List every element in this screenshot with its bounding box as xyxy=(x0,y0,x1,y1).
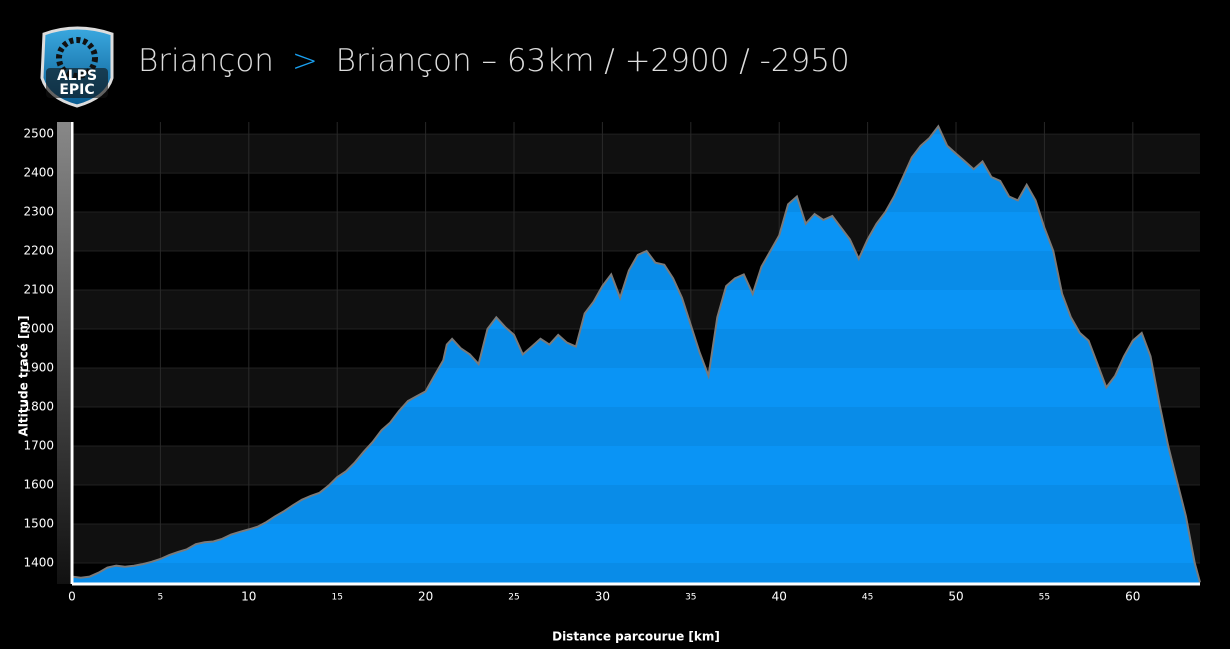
title-part: Briançon – 63km / +2900 / -2950 xyxy=(336,43,850,79)
x-axis-label: Distance parcourue [km] xyxy=(552,630,720,644)
x-tick-label: 50 xyxy=(948,590,963,604)
area-shade xyxy=(72,562,1200,584)
area xyxy=(72,126,1200,585)
y-tick-label: 2200 xyxy=(23,244,54,258)
x-tick-label: 20 xyxy=(418,590,433,604)
y-tick-label: 2100 xyxy=(23,283,54,297)
line xyxy=(71,124,1201,583)
plot-area: 1400 1500 1600 1700 1800 1900 2000 2100 2200 2300… xyxy=(23,122,1201,604)
x-tick-label: 30 xyxy=(595,590,610,604)
area-shade xyxy=(72,484,1200,524)
y-tick-label: 2400 xyxy=(23,166,54,180)
y-tick-label: 1400 xyxy=(23,555,54,569)
x-tick-label: 40 xyxy=(772,590,787,604)
band xyxy=(72,134,1200,174)
y-tick-label: 1700 xyxy=(23,438,54,452)
y-tick-label: 1800 xyxy=(23,399,54,413)
band xyxy=(72,122,1200,135)
x-tick-label: 15 xyxy=(331,593,342,603)
y-axis-label: Altitude tracé [m] xyxy=(17,315,31,436)
x-tick-label: 5 xyxy=(158,593,164,603)
logo: ALPS EPIC xyxy=(40,26,114,108)
title-part: > xyxy=(292,43,318,79)
x-tick-label: 60 xyxy=(1125,590,1140,604)
y-tick-label: 1900 xyxy=(23,361,54,375)
area-shade xyxy=(72,406,1200,446)
y-tick-label: 2000 xyxy=(23,322,54,336)
y-tick-label: 2300 xyxy=(23,205,54,219)
area-shade xyxy=(72,329,1200,369)
x-tick-label: 25 xyxy=(508,593,519,603)
y-axis-bar xyxy=(57,122,70,584)
area-shade xyxy=(72,173,1200,213)
y-tick-label: 1600 xyxy=(23,477,54,491)
logo-text: EPIC xyxy=(59,82,94,98)
x-tick-label: 45 xyxy=(862,593,873,603)
x-tick-label: 35 xyxy=(685,593,696,603)
title-part: Briançon xyxy=(138,43,274,79)
chart-title: Briançon > Briançon – 63km / +2900 / -29… xyxy=(138,43,850,79)
x-tick-label: 0 xyxy=(68,590,76,604)
x-tick-label: 55 xyxy=(1039,593,1050,603)
logo-text: ALPS xyxy=(57,68,97,84)
y-tick-label: 1500 xyxy=(23,516,54,530)
y-tick-label: 2500 xyxy=(23,127,54,141)
area-shade xyxy=(72,122,1200,135)
x-tick-label: 10 xyxy=(241,590,256,604)
